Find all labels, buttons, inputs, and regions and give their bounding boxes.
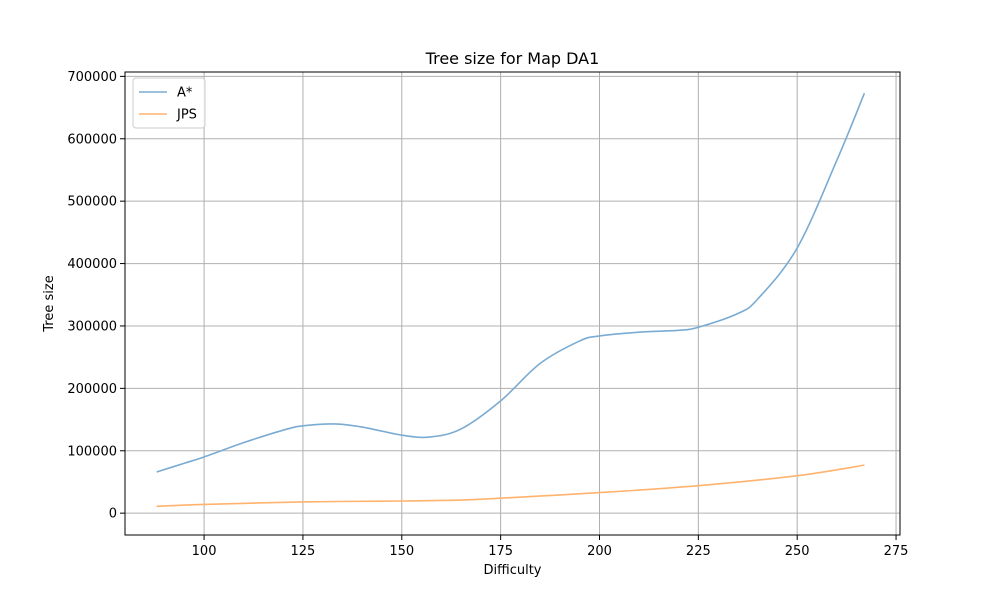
series-layer xyxy=(156,92,866,508)
y-tick-label: 700000 xyxy=(67,70,117,85)
y-tick-label: 200000 xyxy=(67,382,117,397)
legend-label: A* xyxy=(177,86,193,101)
chart-title: Tree size for Map DA1 xyxy=(425,49,600,68)
x-tick-label: 225 xyxy=(686,544,711,559)
y-tick-label: 100000 xyxy=(67,444,117,459)
y-tick-label: 300000 xyxy=(67,319,117,334)
legend: A* JPS xyxy=(132,77,206,129)
y-tick-label: 0 xyxy=(109,507,117,522)
legend-box xyxy=(132,77,206,129)
x-axis-label: Difficulty xyxy=(484,563,542,578)
y-tick-label: 400000 xyxy=(67,257,117,272)
x-tick-label: 250 xyxy=(785,544,810,559)
series-line-astar xyxy=(156,92,866,473)
y-axis-label: Tree size xyxy=(42,275,57,332)
x-tick-label: 125 xyxy=(291,544,316,559)
series-line-jps xyxy=(156,464,865,508)
legend-label: JPS xyxy=(176,108,197,123)
x-tick-label: 100 xyxy=(192,544,217,559)
y-tick-label: 500000 xyxy=(67,195,117,210)
x-tick-label: 150 xyxy=(389,544,414,559)
plot-frame xyxy=(124,71,901,536)
x-tick-label: 275 xyxy=(884,544,909,559)
x-tick-label: 175 xyxy=(488,544,513,559)
y-tick-label: 600000 xyxy=(67,132,117,147)
ticks: 100 125 150 175 200 225 250 275 0 100000 200000 300… xyxy=(67,70,908,559)
x-tick-label: 200 xyxy=(587,544,612,559)
grid xyxy=(125,72,900,535)
